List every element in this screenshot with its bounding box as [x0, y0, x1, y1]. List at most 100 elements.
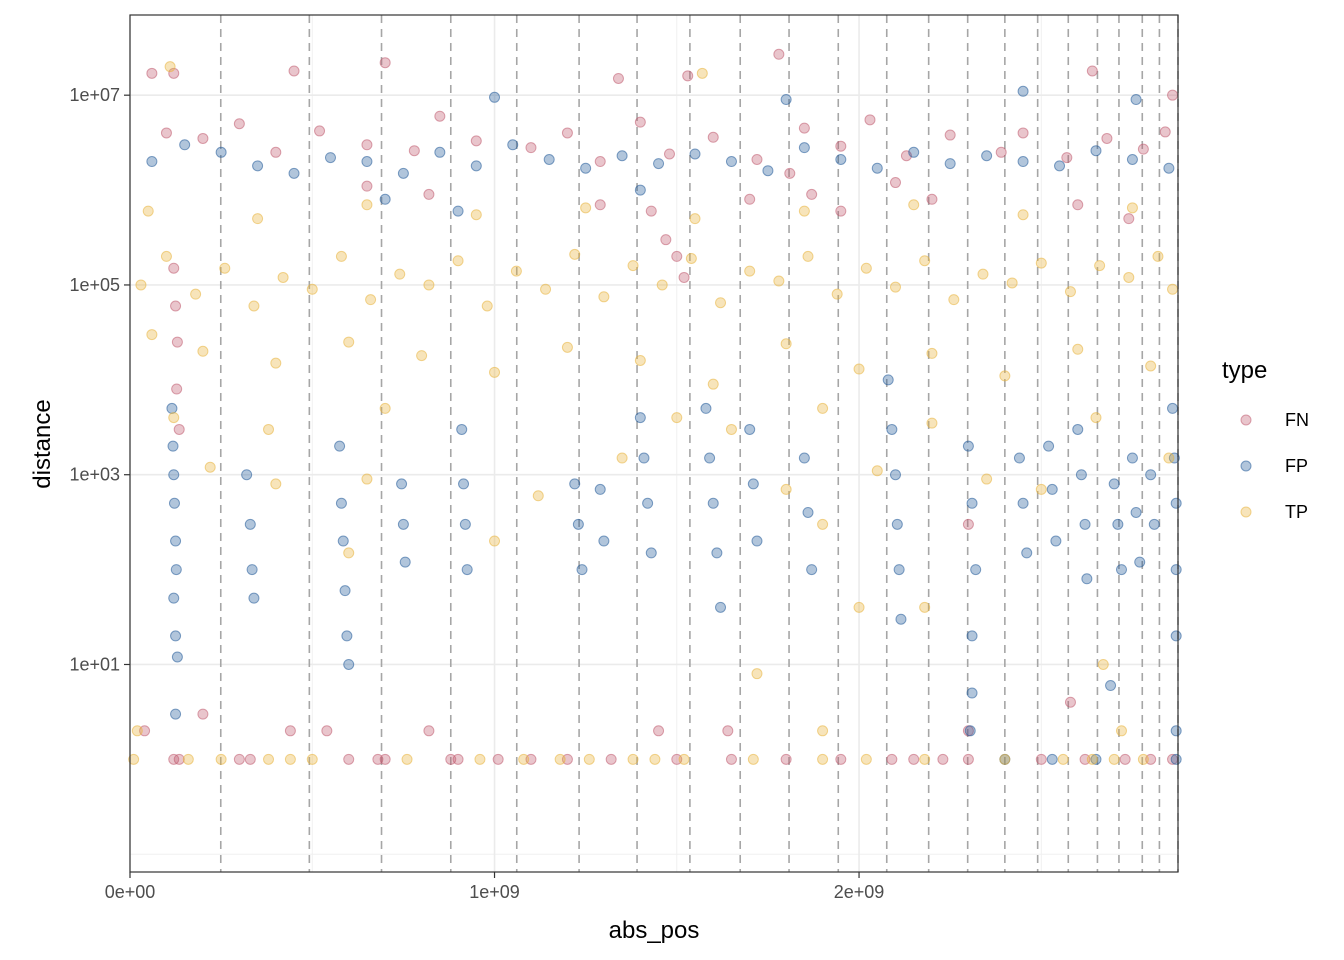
data-point-FP	[944, 158, 956, 170]
data-point-TP	[146, 329, 158, 341]
data-point-FN	[634, 116, 646, 128]
data-point-FP	[1046, 483, 1058, 495]
data-point-TP	[518, 753, 530, 765]
data-point-TP	[252, 213, 264, 225]
data-point-FP	[1090, 145, 1102, 157]
data-point-FN	[722, 725, 734, 737]
data-point-TP	[817, 725, 829, 737]
data-point-TP	[598, 291, 610, 303]
data-point-TP	[1097, 658, 1109, 670]
data-point-FP	[1075, 469, 1087, 481]
data-point-FP	[780, 94, 792, 106]
data-point-FN	[423, 188, 435, 200]
data-point-FN	[1119, 753, 1131, 765]
data-point-TP	[817, 753, 829, 765]
data-point-TP	[981, 473, 993, 485]
data-point-TP	[860, 262, 872, 274]
data-point-FN	[343, 753, 355, 765]
data-point-FN	[244, 753, 256, 765]
data-point-FN	[423, 725, 435, 737]
data-point-FP	[895, 613, 907, 625]
data-point-FP	[970, 564, 982, 576]
data-point-FP	[1017, 85, 1029, 97]
data-point-FN	[744, 193, 756, 205]
data-point-TP	[1035, 483, 1047, 495]
data-point-TP	[510, 265, 522, 277]
data-point-TP	[919, 255, 931, 267]
data-point-TP	[164, 61, 176, 73]
y-axis-title: distance	[29, 399, 56, 488]
data-point-TP	[685, 253, 697, 265]
data-point-TP	[780, 338, 792, 350]
data-point-TP	[361, 473, 373, 485]
data-point-TP	[306, 753, 318, 765]
data-point-FP	[168, 592, 180, 604]
data-point-TP	[569, 248, 581, 260]
data-point-TP	[678, 753, 690, 765]
data-point-FP	[434, 146, 446, 158]
data-point-FN	[962, 753, 974, 765]
data-point-FN	[926, 193, 938, 205]
data-point-FP	[1115, 564, 1127, 576]
data-point-FN	[361, 180, 373, 192]
data-point-TP	[1126, 202, 1138, 214]
data-point-FP	[337, 535, 349, 547]
series-FP	[146, 85, 1182, 765]
data-point-FP	[215, 146, 227, 158]
data-point-FP	[908, 146, 920, 158]
data-point-FP	[244, 518, 256, 530]
data-point-FP	[1081, 573, 1093, 585]
plot-background	[130, 15, 1178, 872]
grid-lines	[129, 15, 1178, 872]
data-point-TP	[481, 300, 493, 312]
x-axis-title: abs_pos	[609, 917, 700, 944]
data-point-TP	[1006, 277, 1018, 289]
data-point-FN	[379, 753, 391, 765]
data-point-FN	[314, 125, 326, 137]
data-point-FN	[233, 753, 245, 765]
data-point-FP	[891, 518, 903, 530]
data-point-FP	[543, 153, 555, 165]
data-point-FP	[334, 440, 346, 452]
data-point-FP	[458, 478, 470, 490]
data-point-TP	[1064, 286, 1076, 298]
data-point-FP	[1163, 162, 1175, 174]
data-point-TP	[135, 279, 147, 291]
data-point-FP	[379, 193, 391, 205]
data-point-FP	[882, 374, 894, 386]
legend-item-FP: FP	[1240, 456, 1308, 476]
data-point-FN	[835, 205, 847, 217]
data-point-FP	[704, 452, 716, 464]
data-point-TP	[182, 753, 194, 765]
data-point-FN	[962, 518, 974, 530]
data-point-FN	[361, 139, 373, 151]
data-point-TP	[1094, 260, 1106, 272]
data-point-TP	[871, 465, 883, 477]
data-point-TP	[817, 402, 829, 414]
data-point-FP	[1170, 725, 1182, 737]
data-point-TP	[215, 753, 227, 765]
data-point-FP	[1112, 518, 1124, 530]
y-tick-label: 1e+01	[69, 654, 120, 674]
data-point-TP	[908, 199, 920, 211]
data-point-FN	[663, 148, 675, 160]
data-point-FP	[634, 184, 646, 196]
data-point-TP	[554, 753, 566, 765]
plot-border	[129, 14, 1179, 873]
data-point-FP	[966, 687, 978, 699]
data-point-FP	[166, 402, 178, 414]
data-point-FP	[1090, 753, 1102, 765]
data-point-TP	[831, 288, 843, 300]
data-point-TP	[860, 753, 872, 765]
data-point-TP	[627, 260, 639, 272]
data-point-FN	[171, 383, 183, 395]
x-tick-label: 0e+00	[105, 882, 156, 902]
data-point-FP	[981, 150, 993, 162]
data-point-FP	[751, 535, 763, 547]
data-point-FN	[321, 725, 333, 737]
data-point-FP	[170, 708, 182, 720]
data-point-TP	[1152, 250, 1164, 262]
data-point-FN	[1072, 199, 1084, 211]
data-points	[128, 48, 1182, 765]
